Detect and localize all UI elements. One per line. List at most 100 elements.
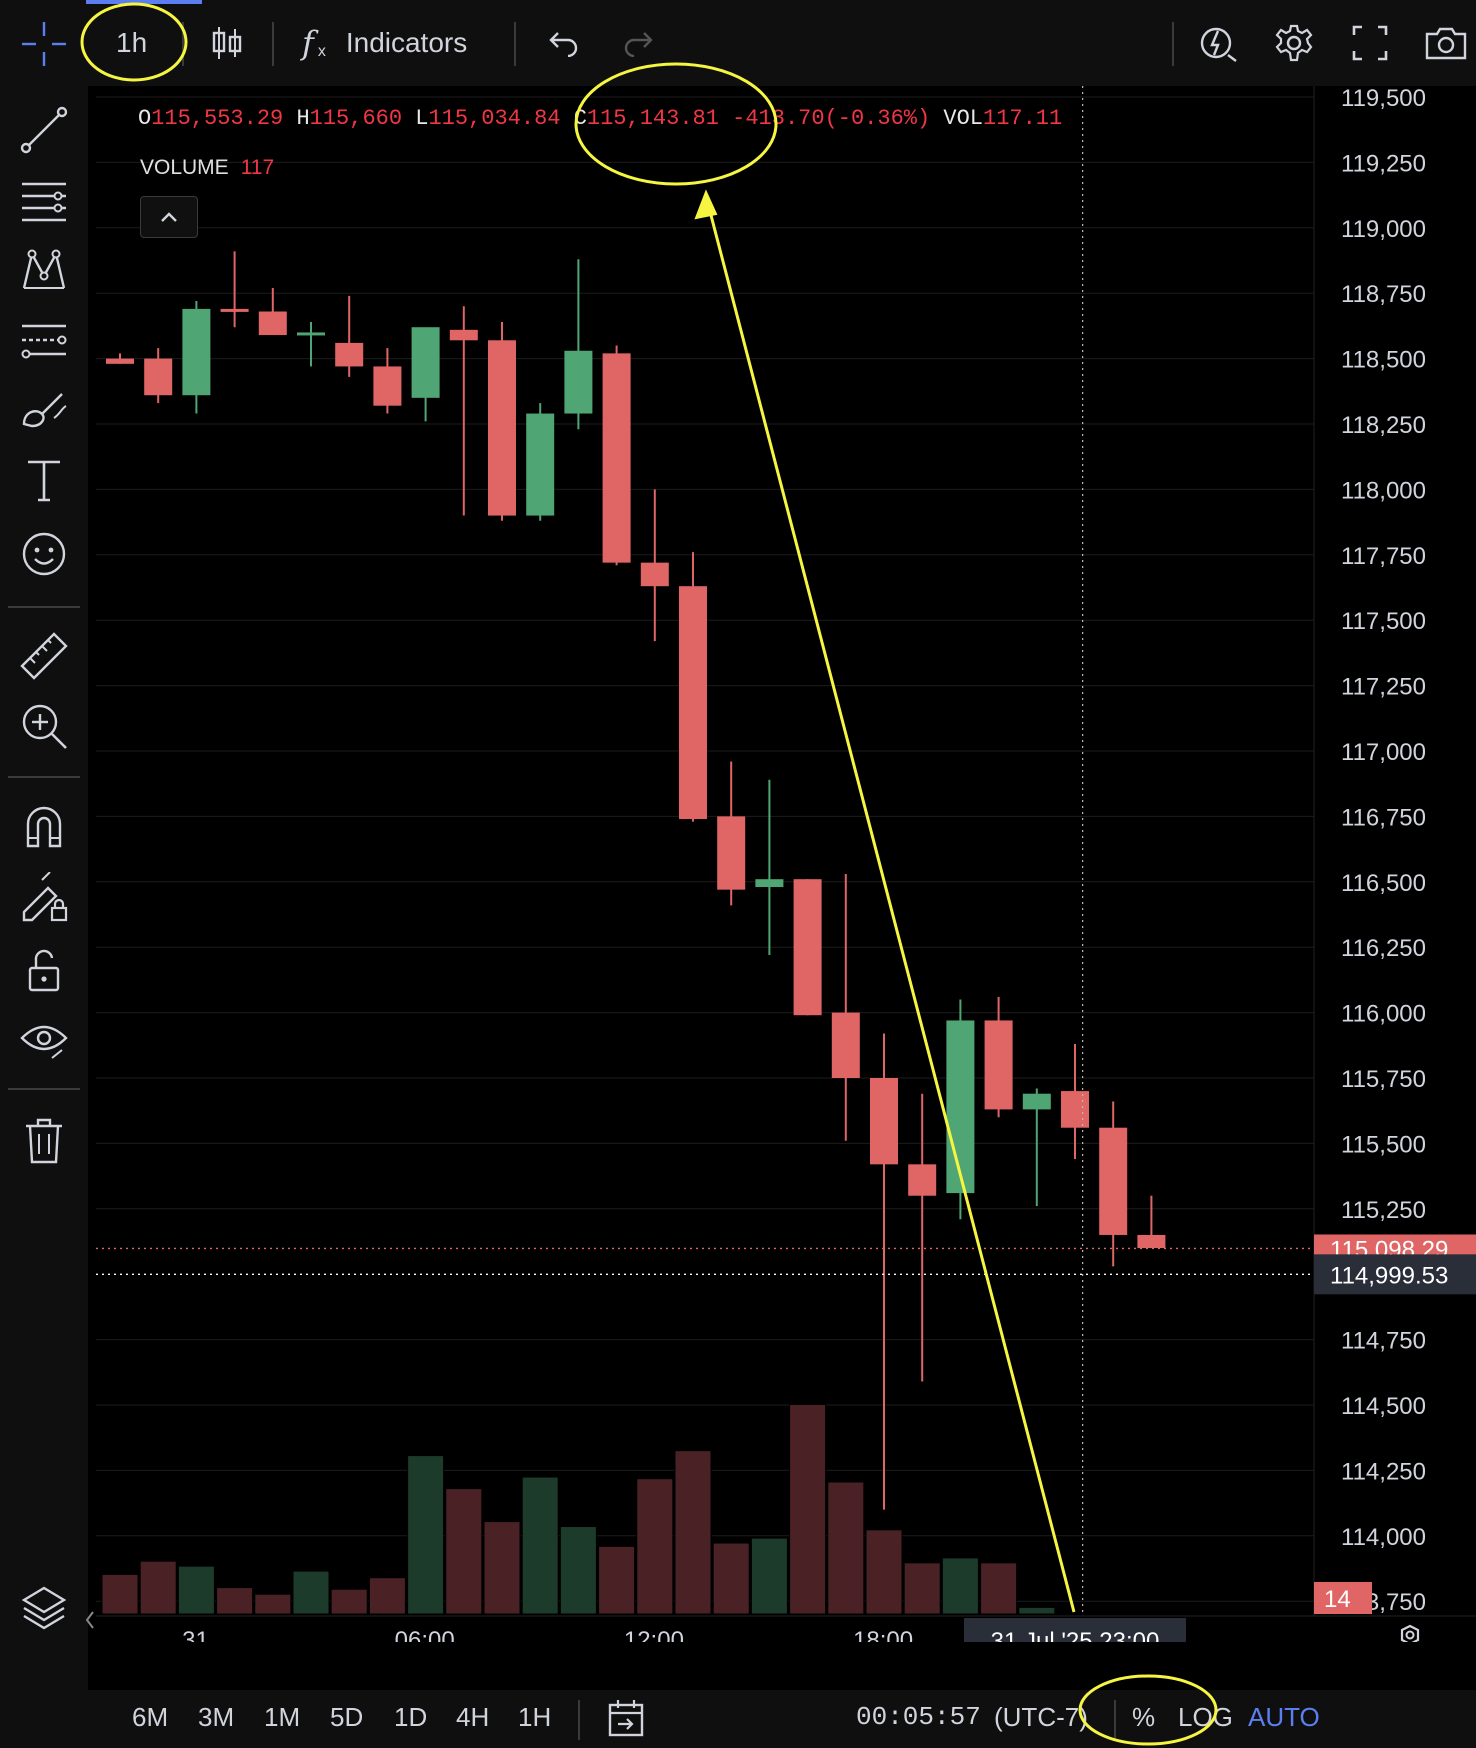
drawing-toolbar <box>0 86 94 1748</box>
log-toggle[interactable]: LOG <box>1178 1702 1233 1733</box>
clock-label: 00:05:57 <box>856 1702 981 1732</box>
time-tick-label: 18:00 <box>853 1627 913 1642</box>
price-axis: 119,500 119,250 119,000 118,750 118,500 118,2… <box>1314 86 1476 1616</box>
range-3m[interactable]: 3M <box>198 1702 234 1733</box>
volume-bar <box>980 1562 1018 1615</box>
low-label: L <box>415 106 429 131</box>
interval-button[interactable]: 1h <box>116 18 147 68</box>
price-chart[interactable]: 119,500 119,250 119,000 118,750 118,500 118,2… <box>96 86 1476 1642</box>
range-6m[interactable]: 6M <box>132 1702 168 1733</box>
snapshot-button[interactable] <box>1424 18 1468 68</box>
text-icon[interactable] <box>18 454 70 506</box>
settings-button[interactable] <box>1274 18 1314 68</box>
toolbar-divider <box>272 22 274 66</box>
magnet-icon[interactable] <box>18 800 70 852</box>
ruler-icon[interactable] <box>18 630 70 682</box>
crosshair-price-label: 114,999.53 <box>1330 1262 1448 1289</box>
price-tick-label: 115,750 <box>1341 1066 1426 1093</box>
volume-bar <box>254 1593 292 1615</box>
auto-toggle[interactable]: AUTO <box>1248 1702 1320 1733</box>
high-label: H <box>296 106 310 131</box>
price-tick-label: 118,750 <box>1341 281 1426 308</box>
chart-type-button[interactable] <box>210 18 244 68</box>
candle-body <box>220 308 249 312</box>
volume-label: VOLUME <box>140 156 229 179</box>
time-tick-label: 06:00 <box>395 1627 455 1642</box>
crosshair-price-badge <box>1314 1254 1476 1295</box>
log-label: LOG <box>1178 1702 1233 1732</box>
zoom-in-icon[interactable] <box>18 700 70 752</box>
close-value: 115,143.81 <box>586 106 719 131</box>
collapse-sidebar-icon[interactable] <box>84 1610 96 1630</box>
unlock-icon[interactable] <box>18 944 70 996</box>
eye-icon[interactable] <box>18 1014 70 1066</box>
forecast-icon[interactable] <box>18 314 70 366</box>
toolbar-divider <box>182 22 184 66</box>
price-tick-label: 117,750 <box>1341 543 1426 570</box>
ohlc-legend: O115,553.29 H115,660 L115,034.84 C115,14… <box>138 106 1062 131</box>
candle-body <box>1061 1091 1089 1128</box>
goto-date-button[interactable] <box>606 1698 646 1745</box>
range-4h[interactable]: 4H <box>456 1702 489 1733</box>
volume-bar <box>712 1542 750 1615</box>
range-5d[interactable]: 5D <box>330 1702 363 1733</box>
range-1h[interactable]: 1H <box>518 1702 551 1733</box>
lock-drawings-icon[interactable] <box>18 872 70 924</box>
emoji-icon[interactable] <box>18 528 70 580</box>
candle-body <box>258 311 287 336</box>
volume-bar <box>292 1570 330 1615</box>
trash-icon[interactable] <box>18 1114 70 1166</box>
active-tab-indicator <box>86 0 202 4</box>
horizontal-lines-icon[interactable] <box>18 174 70 226</box>
candle-body <box>182 308 211 396</box>
price-tick-label: 119,500 <box>1341 86 1426 112</box>
trend-line-icon[interactable] <box>18 104 70 156</box>
volume-bar <box>559 1526 597 1615</box>
volume-badge-label: 14 <box>1324 1586 1351 1613</box>
price-tick-label: 116,250 <box>1341 935 1426 962</box>
candle-body <box>717 816 746 890</box>
range-6m-label: 6M <box>132 1702 169 1732</box>
sidebar-divider <box>8 606 80 608</box>
candle-body <box>602 353 631 563</box>
candle-body <box>106 358 134 364</box>
candle-body <box>946 1020 975 1194</box>
crosshair-icon[interactable] <box>20 20 68 68</box>
range-1d[interactable]: 1D <box>394 1702 427 1733</box>
volume-bar <box>941 1557 979 1615</box>
alert-button[interactable] <box>1198 18 1238 68</box>
price-tick-label: 116,000 <box>1341 1001 1426 1028</box>
undo-button[interactable] <box>548 18 580 68</box>
range-5d-label: 5D <box>330 1702 364 1732</box>
sidebar-divider <box>8 1088 80 1090</box>
chart-grid <box>96 86 1476 1617</box>
redo-button[interactable] <box>622 18 654 68</box>
timezone-button[interactable]: (UTC-7) <box>994 1702 1088 1733</box>
volume-bars <box>101 1403 1056 1615</box>
pattern-icon[interactable] <box>18 244 70 296</box>
price-tick-label: 114,750 <box>1341 1328 1426 1355</box>
candle-body <box>755 879 784 888</box>
volume-bar <box>598 1545 636 1615</box>
close-label: C <box>573 106 587 131</box>
candle-body <box>870 1078 898 1165</box>
change-percent: (-0.36%) <box>824 106 931 131</box>
layers-icon[interactable] <box>18 1582 70 1634</box>
price-tick-label: 115,250 <box>1341 1197 1426 1224</box>
percent-toggle[interactable]: % <box>1132 1702 1155 1733</box>
brush-icon[interactable] <box>18 384 70 436</box>
volume-bar <box>750 1537 788 1615</box>
percent-label: % <box>1132 1702 1156 1732</box>
toolbar-divider <box>1172 22 1174 66</box>
clock: 00:05:57 <box>856 1702 981 1732</box>
volume-bar <box>139 1560 177 1615</box>
range-1m[interactable]: 1M <box>264 1702 300 1733</box>
collapse-legend-button[interactable] <box>140 196 198 238</box>
fullscreen-button[interactable] <box>1352 18 1388 68</box>
high-value: 115,660 <box>309 106 403 131</box>
axis-settings-icon <box>1400 1624 1420 1642</box>
volume-bar <box>1018 1606 1056 1615</box>
range-4h-label: 4H <box>456 1702 490 1732</box>
range-3m-label: 3M <box>198 1702 235 1732</box>
